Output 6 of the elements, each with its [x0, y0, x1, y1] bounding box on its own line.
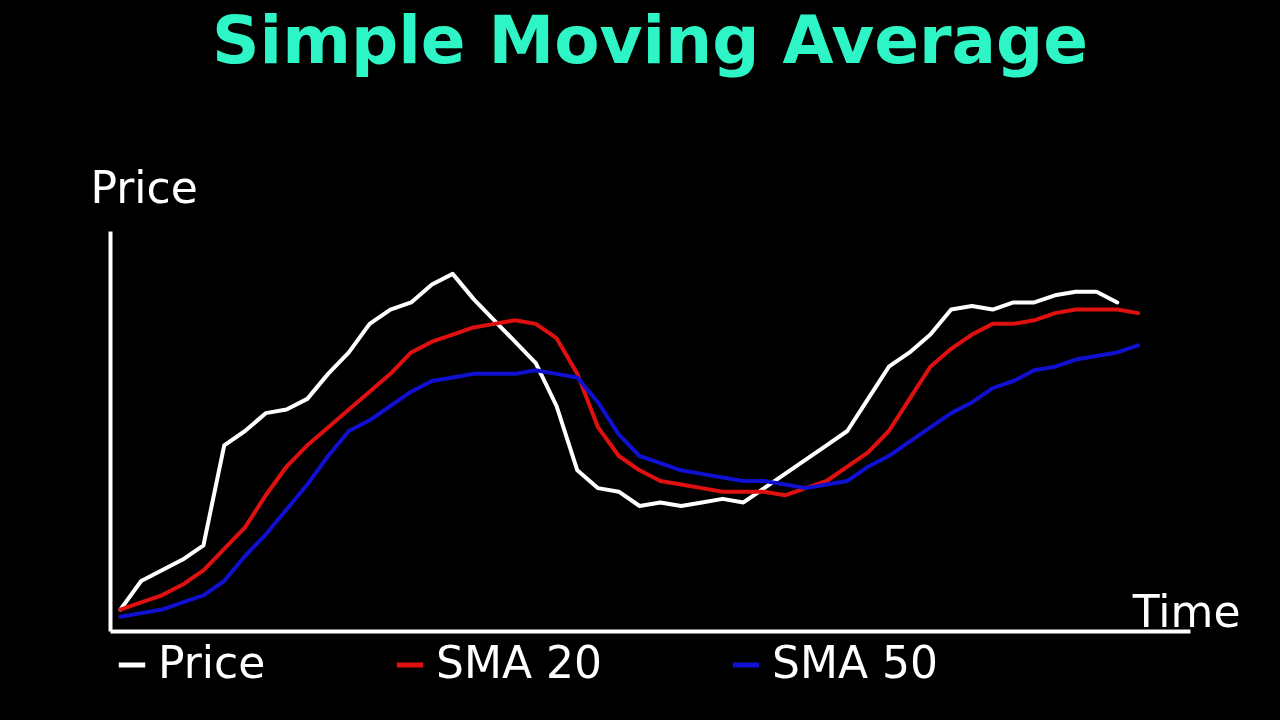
y-axis-title: Price	[90, 161, 198, 213]
x-axis-title: Time	[1131, 585, 1241, 637]
chart-title: Simple Moving Average	[211, 2, 1089, 79]
legend-label: Price	[158, 637, 266, 688]
legend-label: SMA 50	[772, 637, 938, 688]
legend-label: SMA 20	[436, 637, 602, 688]
